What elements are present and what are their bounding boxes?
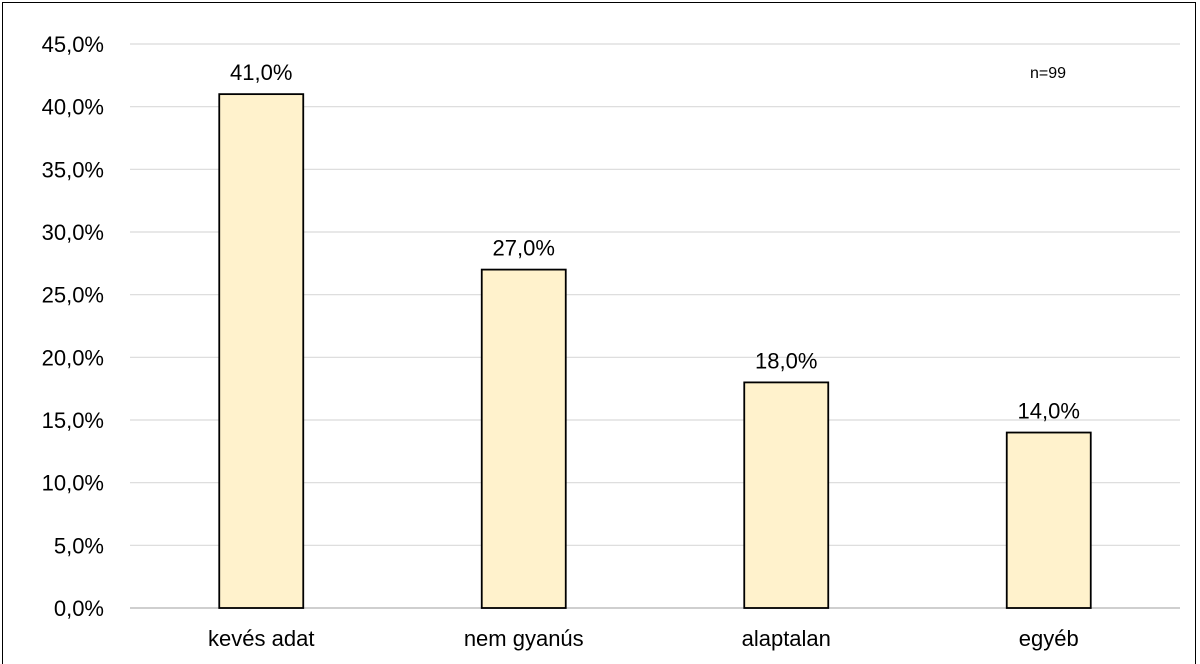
y-tick-label: 10,0% xyxy=(42,471,104,496)
y-tick-label: 40,0% xyxy=(42,95,104,120)
data-labels: 41,0% 27,0% 18,0% 14,0% xyxy=(230,60,1080,423)
sample-size-note: n=99 xyxy=(1030,65,1066,82)
y-tick-label: 0,0% xyxy=(54,596,104,621)
bar xyxy=(218,93,305,609)
x-category-label: egyéb xyxy=(1019,626,1079,651)
bar xyxy=(743,381,830,609)
x-category-label: alaptalan xyxy=(742,626,831,651)
x-category-label: nem gyanús xyxy=(464,626,584,651)
bars xyxy=(218,93,1092,609)
y-axis-tick-labels: 0,0% 5,0% 10,0% 15,0% 20,0% 25,0% 30,0% 35,0% 40… xyxy=(42,32,104,621)
y-tick-label: 15,0% xyxy=(42,408,104,433)
bar-data-label: 27,0% xyxy=(493,236,555,261)
bar xyxy=(1005,431,1092,609)
bar xyxy=(480,268,567,609)
y-tick-label: 20,0% xyxy=(42,345,104,370)
y-tick-label: 45,0% xyxy=(42,32,104,57)
y-tick-label: 25,0% xyxy=(42,283,104,308)
bar-data-label: 14,0% xyxy=(1018,399,1080,424)
x-category-label: kevés adat xyxy=(208,626,314,651)
bar-data-label: 41,0% xyxy=(230,60,292,85)
y-tick-label: 5,0% xyxy=(54,533,104,558)
bar-data-label: 18,0% xyxy=(755,348,817,373)
grid-lines xyxy=(130,43,1180,609)
y-tick-label: 30,0% xyxy=(42,220,104,245)
y-tick-label: 35,0% xyxy=(42,157,104,182)
x-axis-category-labels: kevés adat nem gyanús alaptalan egyéb xyxy=(208,626,1079,651)
